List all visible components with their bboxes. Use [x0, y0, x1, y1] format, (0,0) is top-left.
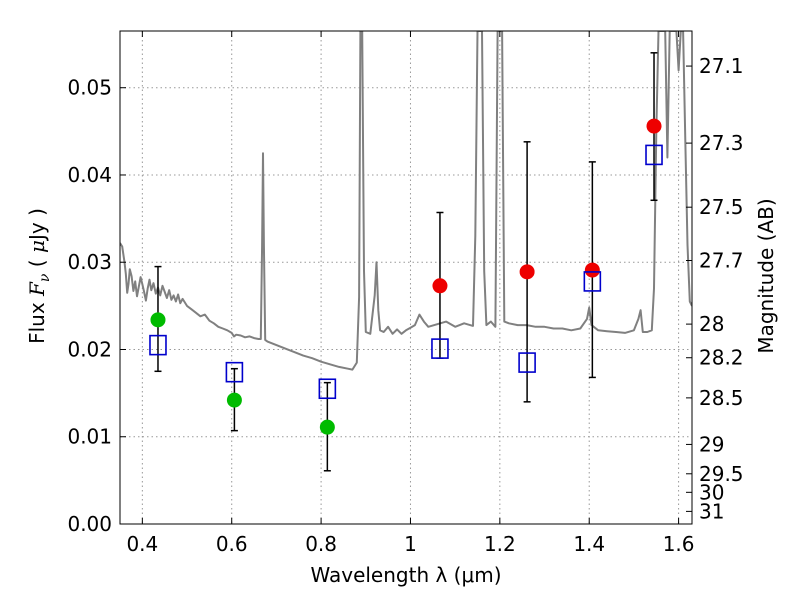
red-data-point: [584, 262, 600, 278]
model-square-marker: [431, 338, 449, 359]
x-tick-label: 1: [404, 532, 417, 556]
model-square-marker: [518, 352, 536, 373]
red-data-point: [519, 264, 535, 280]
x-tick-label: 0.8: [305, 532, 337, 556]
right-tick-label: 30: [699, 480, 724, 504]
y-tick-label: 0.04: [67, 163, 112, 187]
tick-layer: 0.4 0.6 0.8 1 1.2 1.4 1.6 0.00 0.01 0.02 0.03 0.04 0…: [67, 31, 744, 556]
plot-frame: [119, 30, 693, 525]
model-square-marker: [225, 361, 244, 383]
right-tick-label: 29.5: [699, 462, 744, 486]
y-tick-label: 0.05: [67, 76, 112, 100]
y-axis-title-mu: μ: [25, 240, 49, 253]
y-axis-title: Flux Fν ( μJy ): [25, 208, 53, 344]
right-tick-label: 27.3: [699, 131, 744, 155]
right-axis-title: Magnitude (AB): [754, 198, 778, 353]
right-tick-label: 28.2: [699, 346, 744, 370]
model-square-marker: [583, 271, 602, 292]
x-tick-label: 0.4: [126, 532, 158, 556]
x-tick-label: 1.6: [663, 532, 695, 556]
right-tick-label: 28: [699, 312, 724, 336]
model-square-marker: [645, 144, 663, 166]
green-data-point: [150, 312, 166, 328]
right-tick-label: 27.5: [699, 195, 744, 219]
x-axis-title: Wavelength λ (μm): [310, 563, 501, 587]
spectrum-line: [120, 31, 692, 371]
y-axis-title-flux: Flux: [25, 296, 49, 344]
spectrum-layer: [120, 31, 692, 371]
y-tick-label: 0.00: [67, 512, 112, 536]
marker-layer: [149, 118, 663, 435]
x-tick-label: 0.6: [216, 532, 248, 556]
right-tick-label: 27.7: [699, 248, 744, 272]
y-tick-label: 0.01: [67, 425, 112, 449]
model-square-marker: [318, 378, 337, 400]
model-square-marker: [149, 334, 167, 356]
y-axis-title-unit: Jy ): [25, 208, 49, 242]
y-axis-title-open: (: [25, 253, 49, 274]
green-data-point: [226, 392, 242, 408]
green-data-point: [319, 419, 335, 435]
red-data-point: [432, 278, 448, 294]
right-tick-label: 29: [699, 432, 724, 456]
x-tick-label: 1.2: [484, 532, 516, 556]
right-tick-label: 31: [699, 499, 724, 523]
red-data-point: [646, 118, 662, 134]
y-tick-label: 0.03: [67, 250, 112, 274]
x-tick-label: 1.4: [573, 532, 605, 556]
right-tick-label: 27.1: [699, 54, 744, 78]
y-axis-title-nu: ν: [37, 273, 53, 282]
y-axis-title-F: F: [25, 281, 49, 297]
right-tick-label: 28.5: [699, 386, 744, 410]
y-tick-label: 0.02: [67, 337, 112, 361]
